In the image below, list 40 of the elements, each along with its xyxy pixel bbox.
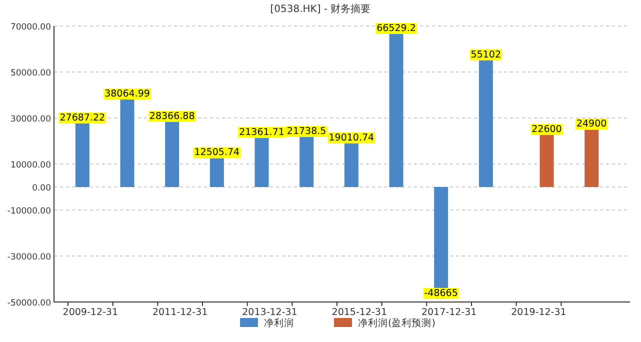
bar xyxy=(120,99,134,187)
y-tick-label: -10000.00 xyxy=(7,206,51,216)
bar xyxy=(389,34,404,187)
legend-label: 净利润 xyxy=(264,317,294,329)
bar xyxy=(344,143,358,187)
x-tick-label: 2011-12-31 xyxy=(152,307,208,318)
data-label: 24900 xyxy=(576,118,607,130)
x-tick-label: 2009-12-31 xyxy=(62,307,118,318)
bar xyxy=(75,123,90,187)
bar xyxy=(300,137,314,187)
bar xyxy=(254,138,269,187)
data-label: 21738.5 xyxy=(286,126,326,137)
x-tick-label: 2013-12-31 xyxy=(242,307,298,318)
x-tick-label: 2017-12-31 xyxy=(421,307,477,318)
data-label: -48665 xyxy=(424,288,458,299)
y-tick-label: 50000.00 xyxy=(10,68,51,78)
x-tick-label: 2015-12-31 xyxy=(332,307,388,318)
bar xyxy=(478,60,493,187)
y-tick-label: 10000.00 xyxy=(10,160,51,170)
bar xyxy=(210,158,224,187)
bar xyxy=(165,122,180,187)
data-label: 66529.2 xyxy=(376,22,416,34)
bar xyxy=(540,135,554,187)
data-label: 38064.99 xyxy=(104,88,150,100)
y-tick-label: -30000.00 xyxy=(7,252,51,262)
chart-title: [0538.HK] - 财务摘要 xyxy=(270,3,371,15)
y-tick-label: 70000.00 xyxy=(10,22,51,32)
data-label: 22600 xyxy=(532,124,562,136)
data-label: 28366.88 xyxy=(149,110,195,122)
data-label: 55102 xyxy=(470,49,502,60)
y-tick-label: 30000.00 xyxy=(10,114,51,124)
x-tick-label: 2019-12-31 xyxy=(511,307,566,318)
y-tick-label: -50000.00 xyxy=(7,298,51,308)
data-label: 19010.74 xyxy=(328,132,374,144)
data-label: 21361.71 xyxy=(239,126,284,138)
y-tick-label: 0.00 xyxy=(32,184,51,194)
bar xyxy=(584,130,599,187)
data-label: 12505.74 xyxy=(194,147,240,158)
data-label: 27687.22 xyxy=(60,112,106,124)
legend-label: 净利润(盈利预测) xyxy=(358,317,436,329)
